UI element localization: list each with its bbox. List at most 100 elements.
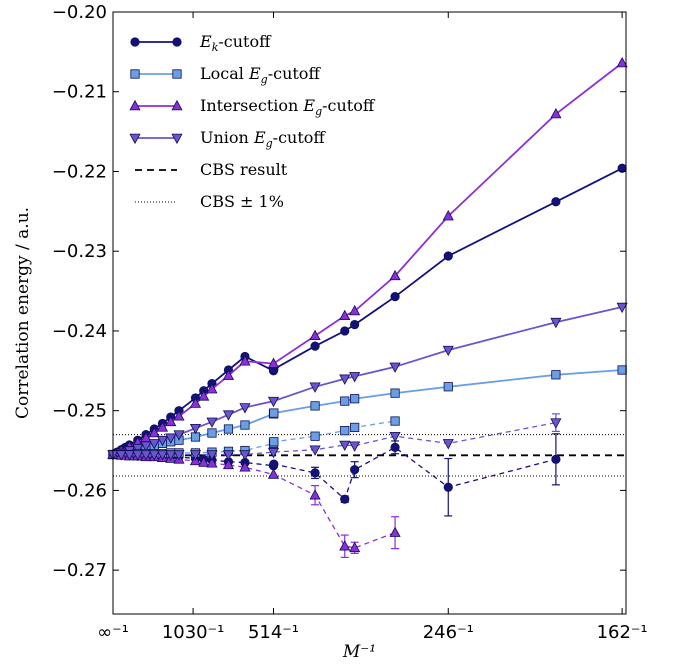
- data-point: [309, 445, 321, 456]
- data-point: [551, 197, 561, 207]
- x-tick-label: 514⁻¹: [248, 622, 299, 643]
- y-tick-label: −0.27: [52, 560, 107, 581]
- data-point: [390, 442, 400, 452]
- series-layer: [107, 56, 628, 558]
- data-point: [442, 345, 454, 357]
- data-point: [389, 431, 401, 443]
- data-point: [310, 468, 320, 478]
- y-tick-label: −0.26: [52, 480, 107, 501]
- data-point: [148, 426, 160, 438]
- legend-label: CBS result: [200, 160, 288, 179]
- y-axis-label: Correlation energy / a.u.: [13, 207, 33, 419]
- data-point: [550, 418, 562, 429]
- y-tick-label: −0.22: [52, 161, 107, 182]
- data-point: [165, 433, 177, 444]
- data-point: [309, 382, 321, 393]
- data-point: [339, 440, 351, 452]
- data-point: [123, 450, 136, 461]
- data-point: [206, 457, 218, 468]
- data-point: [189, 450, 202, 461]
- legend-entry: Intersection Eg-cutoff: [129, 96, 376, 118]
- legend-label: Local Eg-cutoff: [200, 64, 321, 86]
- data-point: [267, 447, 280, 459]
- data-point: [443, 251, 453, 261]
- data-point: [239, 461, 251, 472]
- data-point: [173, 410, 185, 421]
- data-point: [390, 292, 400, 302]
- data-point: [550, 317, 562, 329]
- data-point: [223, 424, 234, 434]
- data-point: [350, 394, 360, 404]
- legend-label: Union Eg-cutoff: [200, 128, 326, 150]
- series-e-k-cutoff-extrapolated: [108, 433, 561, 517]
- data-point: [189, 397, 202, 408]
- data-point: [148, 439, 160, 450]
- data-point: [239, 355, 251, 366]
- legend-label: CBS ± 1%: [200, 192, 284, 211]
- y-tick-label: −0.24: [52, 321, 107, 342]
- data-point: [349, 541, 361, 553]
- data-point: [156, 435, 169, 447]
- data-point: [165, 415, 177, 427]
- series-e-k-cutoff: [108, 163, 627, 460]
- data-point: [198, 390, 210, 401]
- legend-label: Ek-cutoff: [199, 32, 272, 54]
- data-point: [340, 426, 350, 436]
- data-point: [340, 494, 350, 504]
- series-line: [112, 306, 623, 456]
- data-point: [207, 428, 217, 438]
- y-tick-label: −0.23: [52, 241, 107, 262]
- series-line: [112, 62, 623, 456]
- data-point: [129, 133, 141, 145]
- data-point: [389, 269, 401, 281]
- data-point: [206, 450, 218, 461]
- legend-entry: Union Eg-cutoff: [129, 128, 326, 150]
- data-point: [130, 69, 140, 79]
- data-point: [442, 439, 454, 450]
- data-point: [310, 341, 320, 351]
- legend-entry: CBS ± 1%: [135, 192, 284, 211]
- x-tick-label: 246⁻¹: [423, 622, 474, 643]
- data-point: [156, 450, 169, 461]
- data-point: [115, 450, 127, 461]
- data-point: [132, 443, 144, 455]
- data-point: [350, 319, 360, 330]
- data-point: [267, 396, 280, 408]
- data-point: [165, 450, 177, 461]
- data-point: [550, 107, 562, 119]
- data-point: [617, 365, 627, 375]
- data-point: [140, 450, 152, 461]
- x-tick-label: ∞⁻¹: [97, 622, 129, 643]
- data-point: [443, 482, 453, 492]
- data-point: [140, 441, 152, 452]
- data-point: [239, 450, 251, 461]
- series-intersection-e-g-cutoff-extrapolated: [107, 448, 401, 558]
- data-point: [269, 437, 279, 447]
- data-point: [269, 459, 279, 469]
- x-axis-label: M⁻¹: [342, 642, 376, 662]
- data-point: [222, 410, 235, 421]
- data-point: [349, 441, 361, 452]
- data-point: [309, 329, 321, 340]
- y-tick-label: −0.20: [52, 2, 107, 23]
- data-point: [350, 422, 360, 433]
- data-point: [616, 56, 628, 68]
- data-point: [390, 388, 400, 398]
- data-point: [173, 430, 185, 441]
- series-union-e-g-cutoff-extrapolated: [107, 413, 562, 461]
- data-point: [349, 372, 361, 383]
- data-point: [172, 37, 182, 47]
- series-line: [113, 421, 557, 456]
- data-point: [340, 396, 350, 406]
- data-point: [130, 37, 140, 47]
- data-point: [172, 69, 182, 79]
- y-tick-label: −0.21: [52, 82, 107, 103]
- data-point: [309, 489, 321, 500]
- data-point: [132, 450, 144, 461]
- legend-entry: Ek-cutoff: [130, 32, 272, 54]
- data-point: [551, 370, 561, 380]
- data-point: [198, 456, 210, 467]
- y-axis: −0.27 −0.26 −0.25 −0.24 −0.23 −0.22 −0.21 −0.20: [52, 2, 626, 581]
- data-point: [389, 526, 401, 537]
- data-point: [350, 465, 360, 475]
